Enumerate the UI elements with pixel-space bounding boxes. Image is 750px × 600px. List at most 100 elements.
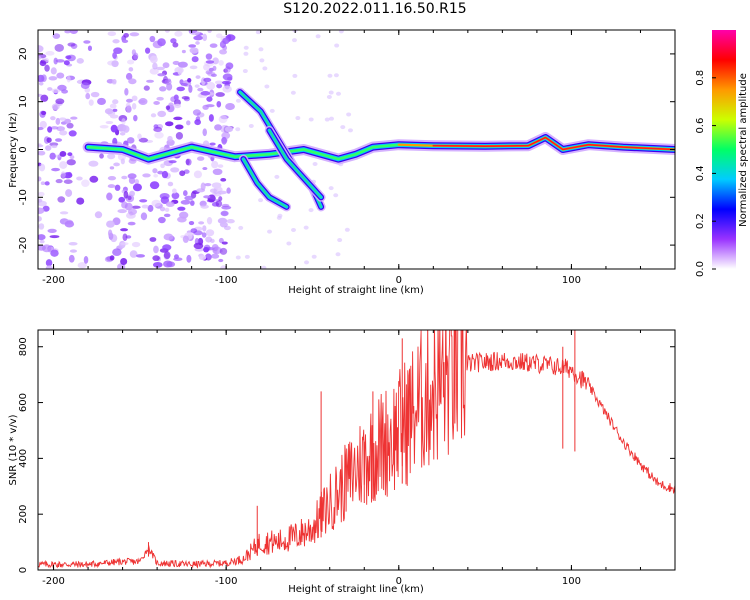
- noise-blob: [200, 204, 209, 209]
- noise-blob: [235, 127, 241, 132]
- noise-blob: [197, 156, 205, 161]
- noise-blob: [205, 60, 215, 64]
- noise-blob: [211, 243, 219, 252]
- noise-blob: [139, 199, 148, 203]
- noise-blob: [338, 30, 344, 34]
- colorbar-tick-label: 0.6: [695, 118, 706, 134]
- noise-blob: [107, 229, 113, 238]
- noise-blob: [46, 137, 52, 143]
- trace-core-red: [432, 136, 675, 151]
- snr-line: [38, 330, 675, 569]
- noise-blob: [131, 102, 137, 110]
- noise-blob: [42, 244, 52, 253]
- noise-blob: [40, 94, 49, 102]
- noise-blob: [45, 51, 55, 56]
- noise-blob: [326, 94, 332, 99]
- noise-blob: [111, 60, 119, 68]
- noise-blob: [99, 125, 109, 129]
- noise-blob: [147, 204, 154, 212]
- noise-blob: [121, 118, 126, 125]
- noise-blob: [340, 125, 346, 130]
- noise-blob: [171, 192, 180, 200]
- noise-blob: [38, 81, 44, 86]
- noise-blob: [125, 72, 133, 81]
- noise-blob: [222, 73, 233, 81]
- spectrogram-ylabel: Frequency (Hz): [8, 112, 19, 188]
- noise-blob: [38, 200, 47, 207]
- noise-blob: [177, 216, 187, 223]
- noise-blob: [150, 113, 157, 118]
- noise-blob: [167, 181, 174, 187]
- noise-blob: [119, 131, 126, 136]
- noise-blob: [172, 60, 180, 66]
- noise-blob: [58, 117, 67, 121]
- noise-blob: [181, 95, 190, 100]
- noise-blob: [38, 234, 46, 241]
- noise-blob: [55, 117, 61, 125]
- noise-blob: [38, 45, 44, 53]
- noise-blob: [65, 55, 72, 60]
- noise-blob: [152, 255, 160, 262]
- noise-blob: [193, 170, 203, 179]
- colorbar-tick-label: 0.4: [695, 165, 706, 181]
- noise-blob: [67, 152, 73, 157]
- x-tick-label: 0: [396, 576, 402, 587]
- spectrogram-xlabel: Height of straight line (km): [288, 285, 424, 296]
- noise-blob: [68, 254, 75, 263]
- noise-blob: [221, 241, 228, 245]
- noise-blob: [83, 40, 91, 44]
- noise-blob: [77, 262, 87, 269]
- noise-blob: [324, 117, 330, 122]
- trace-inner: [242, 158, 288, 208]
- y-tick-label: -20: [18, 237, 29, 253]
- noise-blob: [55, 59, 65, 63]
- noise-blob: [165, 121, 174, 127]
- noise-blob: [200, 182, 206, 191]
- noise-blob: [193, 242, 204, 250]
- noise-blob: [66, 75, 71, 83]
- noise-blob: [188, 84, 193, 93]
- noise-blob: [146, 79, 154, 83]
- colorbar-tick-label: 0.0: [695, 261, 706, 277]
- x-tick-label: -100: [215, 275, 238, 286]
- noise-blob: [126, 137, 135, 144]
- noise-blob: [38, 216, 42, 222]
- noise-blob: [38, 144, 44, 148]
- noise-blob: [208, 114, 214, 122]
- noise-blob: [209, 142, 216, 146]
- noise-blob: [55, 98, 65, 105]
- noise-blob: [220, 210, 229, 217]
- noise-blob: [335, 252, 341, 257]
- noise-blob: [39, 239, 45, 244]
- noise-blob: [218, 258, 224, 263]
- noise-blob: [105, 120, 114, 125]
- noise-blob: [202, 167, 208, 171]
- noise-blob: [186, 120, 191, 126]
- noise-blob: [121, 201, 128, 209]
- noise-blob: [47, 228, 57, 233]
- noise-blob: [69, 249, 77, 253]
- snr-line-group: [38, 330, 675, 569]
- noise-blob: [167, 135, 173, 142]
- noise-blob: [110, 124, 118, 133]
- noise-blob: [107, 31, 117, 37]
- noise-blob: [205, 229, 215, 237]
- y-tick-label: -10: [18, 189, 29, 205]
- colorbar-scale: [712, 30, 736, 269]
- noise-blob: [80, 82, 90, 90]
- noise-blob: [174, 30, 183, 37]
- noise-blob: [38, 163, 46, 172]
- noise-blob: [286, 241, 292, 246]
- noise-blob: [152, 168, 158, 174]
- noise-blob: [51, 144, 58, 149]
- noise-blob: [128, 176, 136, 185]
- noise-blob: [159, 86, 167, 92]
- noise-blob: [235, 98, 241, 103]
- noise-blob: [181, 49, 186, 54]
- noise-blob: [205, 70, 213, 75]
- noise-blob: [120, 228, 128, 232]
- noise-blob: [126, 105, 132, 113]
- noise-blob: [149, 35, 156, 43]
- noise-blob: [123, 32, 129, 38]
